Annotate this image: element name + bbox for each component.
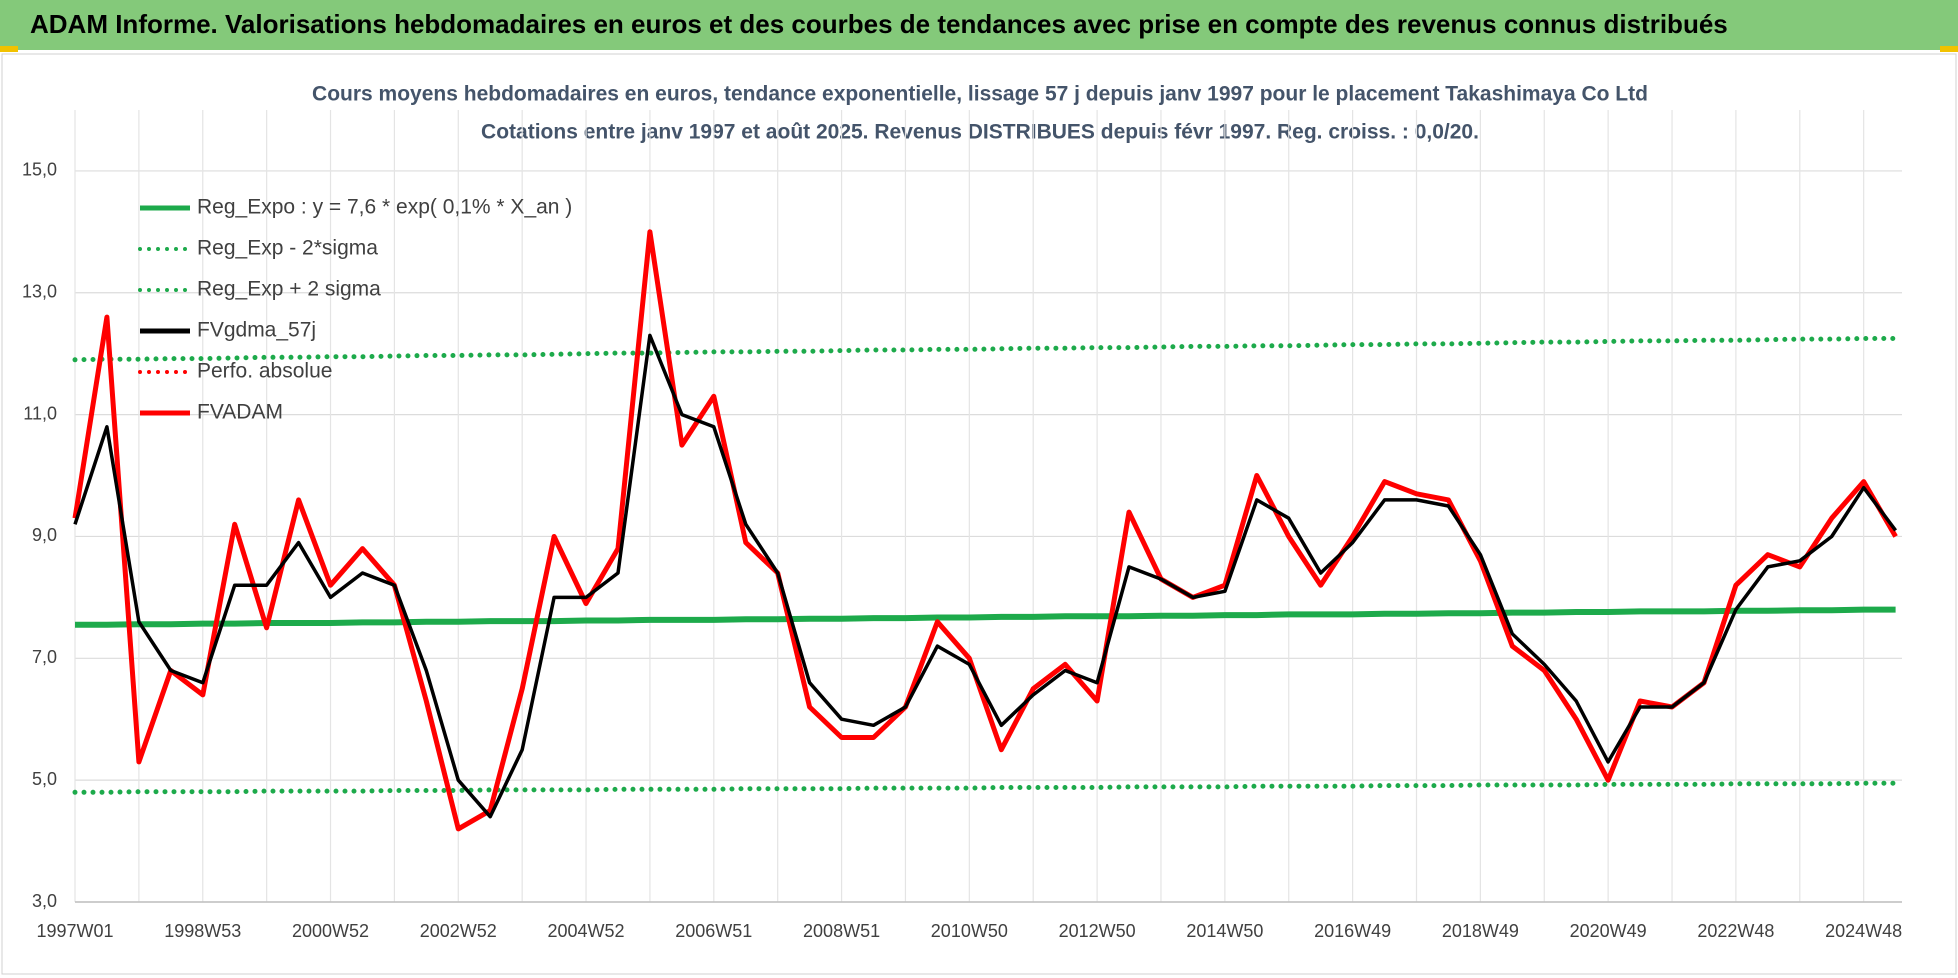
legend-label: FVADAM [197, 401, 283, 424]
header-title: ADAM Informe. Valorisations hebdomadaire… [30, 9, 1728, 39]
y-tick-label: 15,0 [22, 160, 57, 180]
legend-label: Reg_Exp + 2 sigma [197, 278, 381, 301]
x-tick-label: 2020W49 [1570, 921, 1647, 941]
y-tick-label: 9,0 [32, 525, 57, 545]
x-tick-label: 2006W51 [675, 921, 752, 941]
series-line [75, 606, 1896, 628]
corner [1940, 46, 1958, 52]
chart-title: Cours moyens hebdomadaires en euros, ten… [312, 83, 1648, 106]
x-tick-label: 1998W53 [164, 921, 241, 941]
x-tick-label: 2016W49 [1314, 921, 1391, 941]
x-tick-label: 2004W52 [548, 921, 625, 941]
legend-label: Reg_Exp - 2*sigma [197, 237, 378, 260]
corner [0, 46, 18, 52]
header-bar [0, 0, 1958, 50]
y-tick-label: 3,0 [32, 891, 57, 911]
grid: 3,0 5,0 7,0 9,0 11,0 13,0 15,0 1997W01 1998W53 20… [22, 110, 1902, 941]
plot [72, 229, 1899, 832]
chart-subtitle: Cotations entre janv 1997 et août 2025. … [481, 121, 1479, 144]
legend: Reg_Expo : y = 7,6 * exp( 0,1% * X_an ) R… [138, 196, 572, 424]
x-tick-label: 2000W52 [292, 921, 369, 941]
x-tick-label: 2002W52 [420, 921, 497, 941]
legend-label: Reg_Expo : y = 7,6 * exp( 0,1% * X_an ) [197, 196, 572, 219]
series-line [72, 336, 1899, 363]
y-tick-label: 11,0 [23, 403, 57, 423]
x-tick-label: 2008W51 [803, 921, 880, 941]
legend-label: Perfo. absolue [197, 360, 332, 383]
x-tick-label: 2010W50 [931, 921, 1008, 941]
series-line [72, 780, 1899, 795]
series-line [73, 333, 1898, 819]
series-line [72, 229, 1898, 832]
chart-border [1, 53, 1957, 975]
x-tick-label: 2012W50 [1059, 921, 1136, 941]
legend-label: FVgdma_57j [197, 319, 316, 342]
x-tick-label: 2014W50 [1186, 921, 1263, 941]
y-tick-label: 7,0 [32, 647, 57, 667]
y-tick-label: 13,0 [22, 282, 57, 302]
x-tick-label: 1997W01 [36, 921, 113, 941]
x-tick-label: 2022W48 [1697, 921, 1774, 941]
x-tick-label: 2024W48 [1825, 921, 1902, 941]
x-tick-label: 2018W49 [1442, 921, 1519, 941]
y-tick-label: 5,0 [32, 769, 57, 789]
